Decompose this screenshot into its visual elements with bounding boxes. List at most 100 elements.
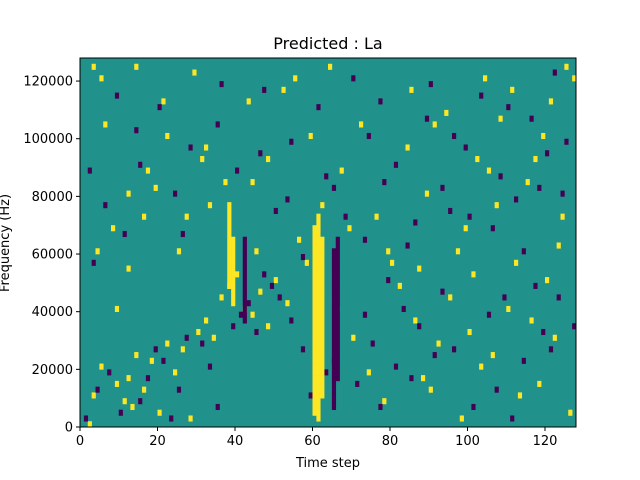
low-value-cell (235, 167, 240, 174)
low-value-cell (405, 242, 410, 249)
low-value-cell (262, 271, 267, 278)
high-value-cell (180, 346, 185, 353)
high-value-cell (405, 144, 410, 151)
high-value-cell (250, 179, 255, 186)
high-value-cell (91, 63, 96, 70)
high-value-cell (382, 398, 387, 405)
x-tick-label: 20 (149, 434, 166, 449)
high-value-cell (316, 409, 321, 416)
high-value-cell (552, 334, 557, 341)
high-value-cell (316, 323, 321, 330)
high-value-cell (231, 277, 236, 284)
high-value-cell (320, 311, 325, 318)
low-value-cell (242, 282, 247, 289)
high-value-cell (320, 386, 325, 393)
high-value-cell (312, 300, 317, 307)
high-value-cell (142, 386, 147, 393)
low-value-cell (362, 236, 368, 243)
high-value-cell (316, 340, 321, 347)
low-value-cell (541, 328, 546, 336)
low-value-cell (242, 317, 247, 324)
low-value-cell (242, 259, 247, 266)
low-value-cell (506, 104, 511, 111)
high-value-cell (320, 248, 325, 255)
low-value-cell (324, 173, 329, 180)
low-value-cell (494, 386, 499, 393)
high-value-cell (312, 386, 317, 393)
low-value-cell (331, 300, 337, 307)
high-value-cell (122, 398, 127, 405)
high-value-cell (366, 369, 371, 376)
low-value-cell (417, 323, 422, 330)
low-value-cell (331, 271, 337, 278)
high-value-cell (312, 357, 317, 364)
high-value-cell (231, 282, 236, 289)
low-value-cell (207, 363, 213, 370)
low-value-cell (173, 190, 178, 197)
low-value-cell (393, 363, 399, 370)
x-tick-label: 40 (227, 434, 244, 449)
high-value-cell (293, 75, 298, 82)
high-value-cell (386, 248, 391, 255)
high-value-cell (316, 265, 321, 272)
high-value-cell (320, 357, 325, 364)
low-value-cell (467, 213, 472, 220)
high-value-cell (95, 248, 100, 255)
high-value-cell (312, 242, 317, 249)
high-value-cell (316, 352, 321, 359)
high-value-cell (231, 259, 236, 266)
high-value-cell (390, 259, 395, 266)
high-value-cell (347, 225, 352, 232)
low-value-cell (463, 144, 468, 151)
low-value-cell (335, 242, 340, 249)
low-value-cell (242, 305, 247, 312)
high-value-cell (176, 248, 182, 255)
low-value-cell (331, 282, 337, 289)
low-value-cell (118, 409, 123, 416)
high-value-cell (320, 300, 325, 307)
high-value-cell (126, 190, 131, 197)
y-axis: 0 20000 40000 60000 80000 100000 120000 (23, 75, 80, 436)
low-value-cell (498, 173, 503, 180)
high-value-cell (432, 121, 437, 128)
heatmap-background (80, 58, 576, 427)
high-value-cell (316, 300, 321, 307)
low-value-cell (560, 190, 565, 197)
high-value-cell (320, 254, 325, 261)
low-value-cell (331, 386, 337, 393)
x-tick-label: 120 (533, 434, 558, 449)
high-value-cell (297, 236, 302, 243)
high-value-cell (471, 271, 476, 278)
high-value-cell (184, 213, 189, 220)
low-value-cell (335, 311, 340, 318)
high-value-cell (219, 294, 224, 301)
low-value-cell (107, 369, 112, 376)
high-value-cell (312, 311, 317, 318)
high-value-cell (304, 259, 309, 266)
high-value-cell (533, 156, 538, 163)
high-value-cell (413, 317, 418, 324)
low-value-cell (258, 150, 263, 157)
low-value-cell (548, 346, 554, 353)
low-value-cell (103, 202, 108, 209)
high-value-cell (254, 248, 259, 255)
low-value-cell (413, 219, 418, 226)
low-value-cell (238, 311, 244, 318)
low-value-cell (331, 369, 337, 376)
high-value-cell (114, 380, 120, 387)
high-value-cell (145, 167, 151, 174)
high-value-cell (320, 392, 325, 399)
high-value-cell (134, 352, 139, 359)
low-value-cell (452, 132, 457, 140)
low-value-cell (572, 323, 577, 330)
high-value-cell (510, 86, 515, 93)
low-value-cell (219, 81, 224, 88)
high-value-cell (560, 213, 565, 220)
low-value-cell (537, 184, 542, 191)
high-value-cell (316, 259, 321, 266)
low-value-cell (335, 357, 340, 364)
high-value-cell (227, 265, 232, 272)
low-value-cell (529, 115, 534, 122)
low-value-cell (331, 375, 337, 382)
y-axis-label: Frequency (Hz) (0, 194, 13, 292)
